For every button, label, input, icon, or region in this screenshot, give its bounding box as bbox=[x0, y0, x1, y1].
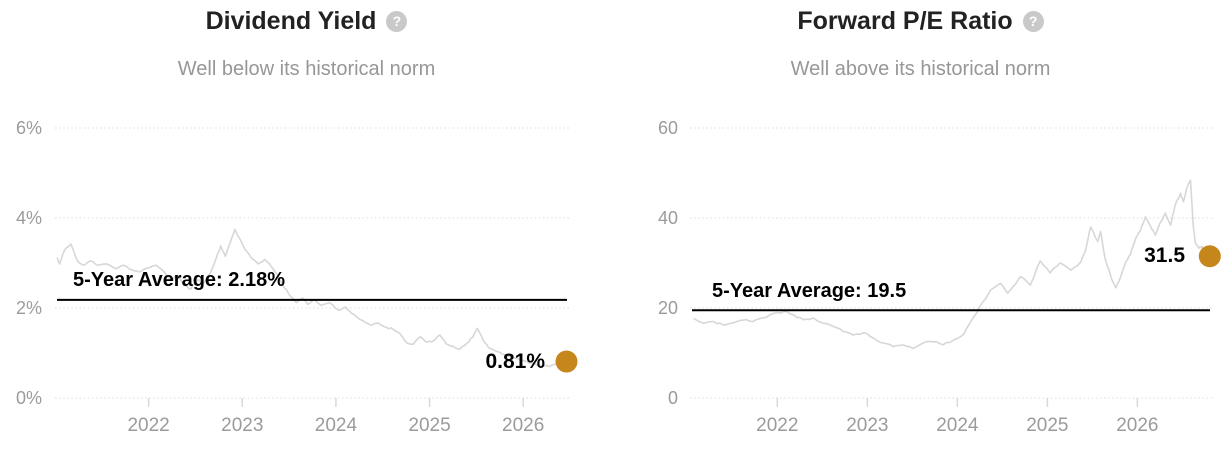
y-axis-tick-label: 20 bbox=[657, 298, 678, 318]
forward-pe-panel: Forward P/E Ratio ? Well above its histo… bbox=[614, 0, 1227, 453]
chart-subtitle: Well below its historical norm bbox=[177, 58, 436, 80]
x-axis-tick-label: 2022 bbox=[127, 415, 170, 436]
latest-value-label: 31.5 bbox=[1144, 244, 1185, 267]
y-axis-tick-label: 0% bbox=[15, 388, 42, 408]
chart-subtitle: Well above its historical norm bbox=[790, 58, 1051, 80]
y-axis-tick-label: 4% bbox=[15, 208, 42, 228]
y-axis-tick-label: 40 bbox=[657, 208, 678, 228]
y-axis-tick-label: 0 bbox=[667, 388, 678, 408]
y-axis-tick-label: 6% bbox=[15, 118, 42, 138]
latest-value-label: 0.81% bbox=[485, 350, 545, 373]
x-axis-tick-label: 2025 bbox=[1026, 415, 1069, 436]
page-title: Forward P/E Ratio bbox=[797, 7, 1013, 35]
y-axis-tick-label: 60 bbox=[657, 118, 678, 138]
question-mark-icon[interactable]: ? bbox=[1022, 10, 1044, 32]
average-line-label: 5-Year Average: 2.18% bbox=[73, 269, 285, 291]
dividend-yield-panel: Dividend Yield ? Well below its historic… bbox=[0, 0, 613, 453]
average-line-label: 5-Year Average: 19.5 bbox=[712, 280, 907, 302]
latest-value-dot bbox=[1198, 245, 1221, 268]
forward-pe-plot bbox=[690, 127, 1221, 407]
x-axis-tick-label: 2026 bbox=[502, 415, 545, 436]
page-title: Dividend Yield bbox=[205, 7, 377, 35]
chart-header: Forward P/E Ratio ? bbox=[614, 6, 1227, 36]
x-axis-tick-label: 2023 bbox=[846, 415, 889, 436]
x-axis-tick-label: 2026 bbox=[1116, 415, 1159, 436]
y-axis-tick-label: 2% bbox=[15, 298, 42, 318]
x-axis-tick-label: 2023 bbox=[221, 415, 264, 436]
x-axis-tick-label: 2025 bbox=[408, 415, 451, 436]
x-axis-tick-label: 2022 bbox=[756, 415, 799, 436]
x-axis-tick-label: 2024 bbox=[936, 415, 979, 436]
question-mark-icon[interactable]: ? bbox=[386, 10, 408, 32]
latest-value-dot bbox=[555, 350, 578, 373]
x-axis-tick-label: 2024 bbox=[314, 415, 358, 436]
chart-header: Dividend Yield ? bbox=[0, 6, 613, 36]
dividend-yield-plot bbox=[55, 127, 578, 407]
